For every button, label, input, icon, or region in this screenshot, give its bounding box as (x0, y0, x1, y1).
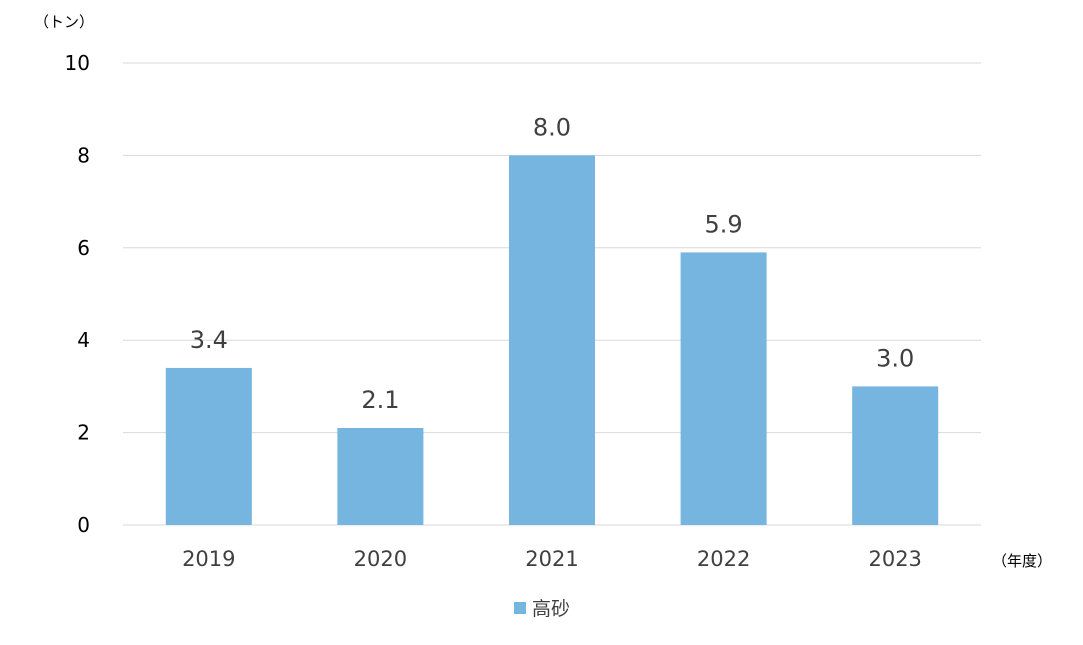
bars (165, 155, 939, 526)
bar (509, 155, 595, 525)
x-tick-label: 2023 (868, 547, 921, 571)
y-tick-label: 0 (77, 513, 90, 537)
x-tick-label: 2022 (697, 547, 750, 571)
y-axis-unit-label: （トン） (34, 13, 94, 31)
y-tick-label: 6 (77, 236, 90, 260)
y-tick-label: 10 (65, 51, 90, 75)
data-label: 2.1 (361, 386, 399, 414)
data-label: 3.0 (876, 344, 914, 372)
y-axis-ticks: 0 2 4 6 8 10 (65, 51, 90, 537)
legend-swatch (514, 602, 526, 614)
data-labels: 3.4 2.1 8.0 5.9 3.0 (190, 113, 915, 414)
x-axis-ticks: 2019 2020 2021 2022 2023 (182, 547, 922, 571)
y-tick-label: 8 (77, 143, 90, 167)
bar (165, 367, 252, 525)
y-tick-label: 4 (77, 328, 90, 352)
data-label: 3.4 (190, 326, 228, 354)
bar (852, 386, 939, 525)
x-tick-label: 2019 (182, 547, 235, 571)
x-tick-label: 2020 (354, 547, 407, 571)
legend-label: 高砂 (532, 598, 570, 620)
bar (337, 427, 424, 525)
data-label: 8.0 (533, 113, 571, 141)
x-tick-label: 2021 (525, 547, 578, 571)
legend: 高砂 (514, 598, 570, 620)
bar (680, 252, 767, 526)
y-tick-label: 2 (77, 421, 90, 445)
data-label: 5.9 (705, 210, 743, 238)
x-axis-unit-label: （年度） (992, 552, 1052, 570)
